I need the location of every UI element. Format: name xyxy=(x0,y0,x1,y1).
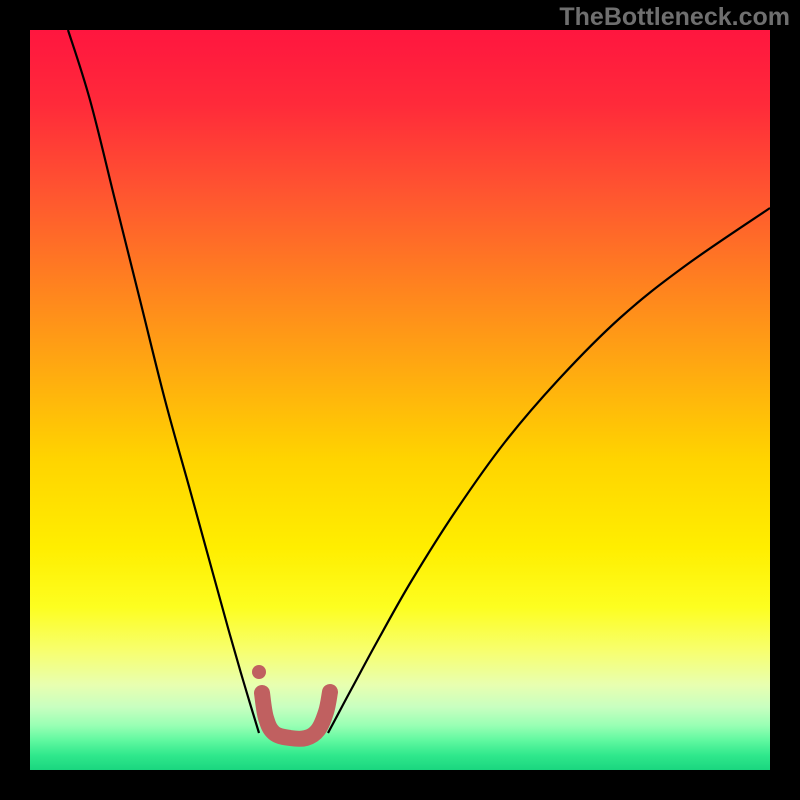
v-curve-left-branch xyxy=(68,30,259,733)
chart-svg xyxy=(0,0,800,800)
highlight-u-mark xyxy=(262,692,330,739)
v-curve-right-branch xyxy=(328,208,770,733)
chart-stage: TheBottleneck.com xyxy=(0,0,800,800)
highlight-dot xyxy=(252,665,266,679)
watermark-text: TheBottleneck.com xyxy=(559,3,790,32)
